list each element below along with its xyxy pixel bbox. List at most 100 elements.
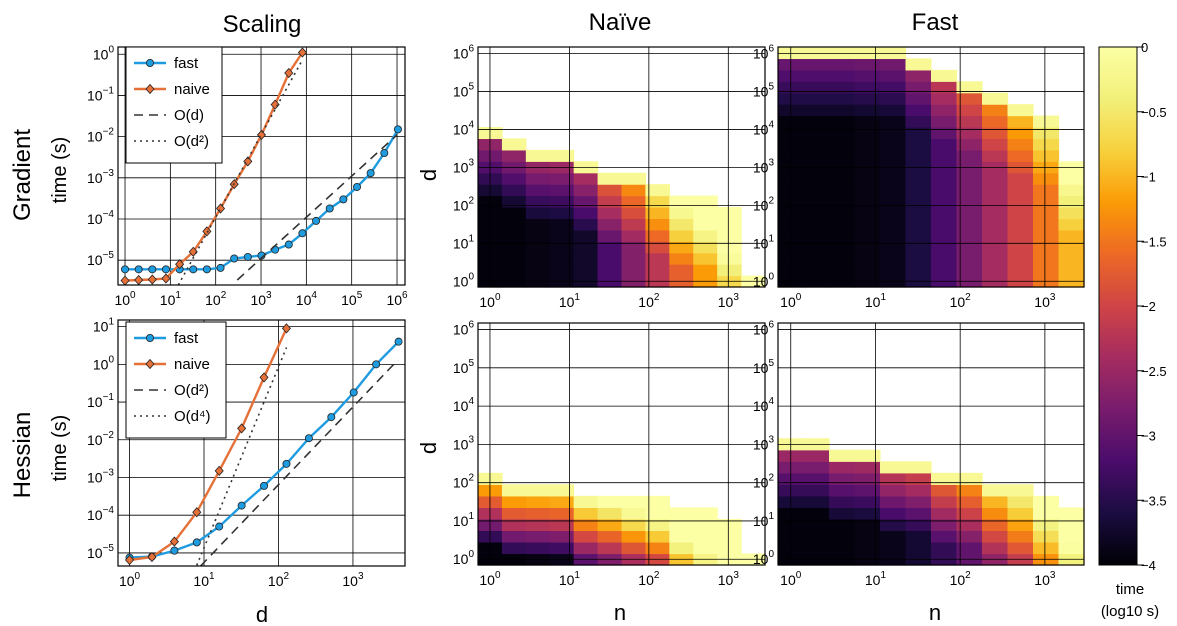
- hessian-scaling-ytick-label: 10−1: [87, 392, 114, 410]
- hessian-scaling-xlabel: d: [256, 602, 268, 626]
- gradient-fast-cell: [956, 81, 983, 94]
- gradient-fast-cell: [956, 184, 983, 197]
- gradient-scaling-series-fast-point: [189, 265, 198, 274]
- gradient-scaling-series-naive-point: [161, 273, 171, 284]
- gradient-fast-cell: [905, 184, 932, 197]
- hessian-naive-cell: [693, 541, 718, 555]
- hessian-scaling-legend-label: naive: [174, 356, 210, 373]
- hessian-naive-ytick-label: 105: [453, 358, 475, 376]
- hessian-naive-frame: [477, 322, 766, 566]
- hessian-naive-ytick-label: 101: [453, 511, 475, 529]
- hessian-naive-cell: [717, 518, 742, 532]
- hessian-scaling-series-fast-point: [394, 337, 403, 346]
- hessian-fast-cell: [1058, 530, 1085, 543]
- hessian-naive-cell: [573, 518, 599, 532]
- gradient-fast-cell: [905, 58, 932, 71]
- hessian-naive-cell: [645, 495, 670, 508]
- gradient-naive-ytick-label: 101: [453, 233, 475, 251]
- gradient-naive-cell: [621, 264, 647, 277]
- hessian-fast-cell: [854, 530, 881, 543]
- hessian-naive-xtick-label: 100: [479, 570, 501, 588]
- gradient-naive-cell: [669, 229, 694, 242]
- gradient-fast-cell: [854, 104, 881, 117]
- gradient-fast-cell: [880, 207, 907, 220]
- hessian-fast-ytick-label: 104: [753, 396, 775, 414]
- gradient-naive-cell: [597, 207, 623, 220]
- hessian-naive-cell: [525, 518, 551, 532]
- gradient-naive-cell: [549, 229, 575, 242]
- gradient-fast-cell: [854, 127, 881, 140]
- hessian-naive-cell: [501, 495, 527, 508]
- gradient-naive-cell: [573, 252, 599, 265]
- gradient-fast-cell: [905, 115, 932, 128]
- hessian-fast-cell: [956, 541, 983, 555]
- gradient-fast-cell: [1007, 104, 1034, 117]
- hessian-naive-cell: [597, 530, 623, 543]
- gradient-naive-cell: [501, 149, 527, 162]
- hessian-naive-cell: [645, 541, 670, 555]
- gradient-fast-cell: [956, 92, 983, 105]
- gradient-fast-cell: [1033, 241, 1060, 254]
- gradient-fast-cell: [1033, 115, 1060, 128]
- gradient-fast-cell: [982, 195, 1009, 208]
- hessian-naive-cell: [573, 507, 599, 520]
- gradient-fast-cell: [1007, 172, 1034, 185]
- hessian-fast-cell: [1007, 541, 1034, 555]
- gradient-fast-cell: [931, 127, 958, 140]
- gradient-scaling-ytick-label: 100: [93, 44, 115, 62]
- gradient-fast-cell: [931, 69, 958, 82]
- gradient-naive-cell: [621, 207, 647, 220]
- gradient-naive-cell: [525, 184, 551, 197]
- hessian-fast-cell: [829, 472, 856, 485]
- gradient-fast-cell: [854, 115, 881, 128]
- gradient-fast-ytick-label: 104: [753, 119, 775, 137]
- gradient-naive-cell: [573, 241, 599, 254]
- gradient-naive-cell: [717, 252, 742, 265]
- gradient-naive-cell: [525, 264, 551, 277]
- gradient-naive-cell: [573, 172, 599, 185]
- gradient-fast-cell: [803, 127, 830, 140]
- gradient-scaling-ytick-label: 10−4: [87, 209, 114, 227]
- hessian-fast-cell: [956, 472, 983, 485]
- gradient-naive-xtick-label: 103: [718, 292, 740, 310]
- gradient-fast-ytick-label: 105: [753, 81, 775, 99]
- gradient-fast-cell: [1033, 172, 1060, 185]
- gradient-naive-cell: [573, 229, 599, 242]
- hessian-naive-cell: [525, 530, 551, 543]
- gradient-scaling-series-od-line: [236, 134, 398, 281]
- gradient-fast-cell: [803, 92, 830, 105]
- gradient-naive-cell: [525, 172, 551, 185]
- gradient-naive-cell: [573, 264, 599, 277]
- hessian-naive-cell: [621, 507, 647, 520]
- gradient-fast-cell: [1033, 252, 1060, 265]
- gradient-scaling-xtick-label: 106: [386, 290, 408, 308]
- hessian-scaling-series-fast-point: [215, 522, 224, 531]
- hessian-fast-cell: [803, 507, 830, 520]
- gradient-scaling-series-fast-point: [339, 195, 348, 204]
- gradient-fast-cell: [803, 115, 830, 128]
- gradient-scaling-series-fast-point: [366, 169, 375, 178]
- gradient-fast-cell: [982, 264, 1009, 277]
- gradient-fast-cell: [854, 229, 881, 242]
- gradient-fast-cell: [854, 218, 881, 231]
- gradient-naive-cell: [645, 195, 670, 208]
- gradient-fast-cell: [1007, 241, 1034, 254]
- gradient-fast-cell: [803, 138, 830, 151]
- gradient-fast-cell: [829, 47, 856, 60]
- hessian-scaling-series-naive-point: [237, 423, 247, 434]
- gradient-naive-ytick-label: 103: [453, 157, 475, 175]
- hessian-fast-cell: [803, 530, 830, 543]
- gradient-fast-cell: [905, 207, 932, 220]
- gradient-fast-cell: [1033, 149, 1060, 162]
- hessian-naive-cell: [621, 495, 647, 508]
- gradient-naive-cell: [717, 207, 742, 220]
- gradient-scaling-xtick-label: 105: [341, 290, 363, 308]
- hessian-naive-xtick-label: 103: [718, 570, 740, 588]
- gradient-fast-cell: [1033, 195, 1060, 208]
- gradient-fast-cell: [905, 264, 932, 277]
- colorbar-tick-label: −2.5: [1141, 364, 1167, 379]
- gradient-fast-cell: [803, 184, 830, 197]
- gradient-scaling-ylabel: time (s): [49, 137, 71, 204]
- hessian-fast-cell: [956, 495, 983, 508]
- gradient-scaling-series-naive-point: [147, 274, 157, 285]
